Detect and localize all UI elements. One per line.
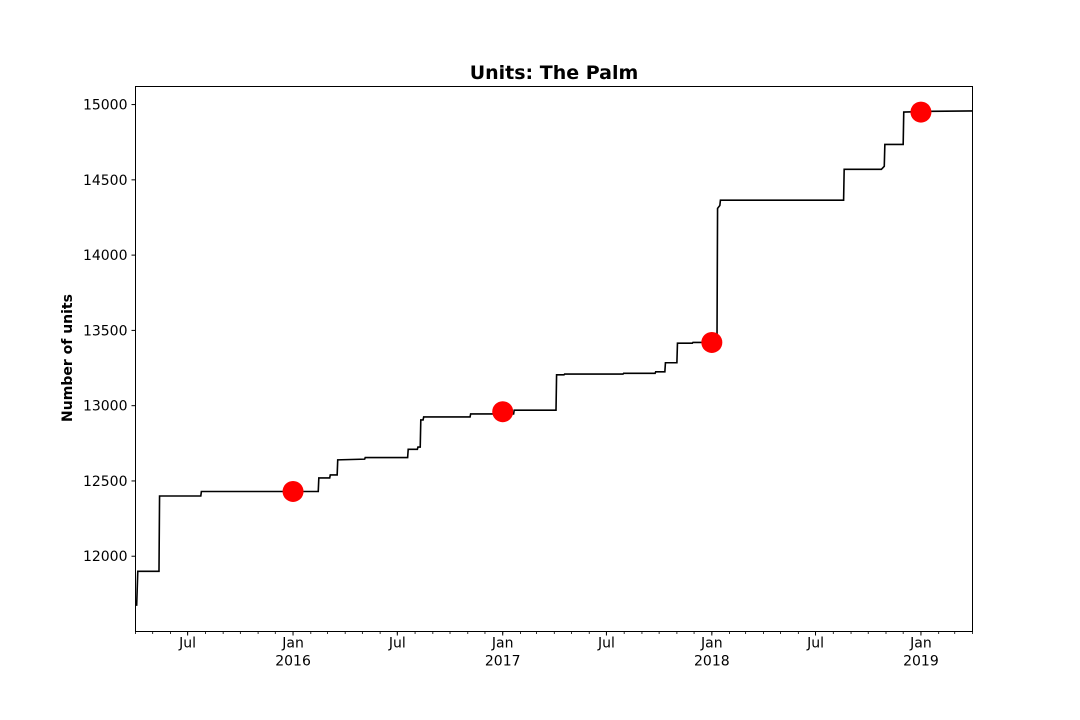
x-tick-label-2017-01-01: Jan [491, 636, 514, 652]
plot-area [135, 101, 973, 606]
marker-point-1 [282, 480, 304, 502]
chart-title: Units: The Palm [470, 62, 639, 84]
x-tick-label-2017-07-01: Jul [597, 636, 615, 652]
y-tick-label-14000: 14000 [83, 248, 128, 264]
x-tick-label-2019-01-01: Jan [909, 636, 932, 652]
x-tick-label-2018-07-01: Jul [806, 636, 824, 652]
x-tick-label-2018-01-01: Jan [700, 636, 723, 652]
marker-point-2 [492, 401, 514, 423]
axes: 12000 12500 13000 13500 14000 14500 15000 Jul Ja… [83, 98, 973, 670]
y-tick-label-15000: 15000 [83, 98, 128, 114]
x-tick-year-2017-01-01: 2017 [485, 654, 521, 670]
y-tick-label-12000: 12000 [83, 549, 128, 565]
x-tick-year-2018-01-01: 2018 [694, 654, 730, 670]
x-tick-label-2016-07-01: Jul [388, 636, 406, 652]
y-tick-label-13000: 13000 [83, 399, 128, 415]
y-tick-label-12500: 12500 [83, 474, 128, 490]
x-tick-label-2016-01-01: Jan [281, 636, 304, 652]
marker-point-4 [910, 101, 932, 123]
x-tick-year-2016-01-01: 2016 [275, 654, 311, 670]
x-tick-year-2019-01-01: 2019 [903, 654, 939, 670]
series-line-1 [135, 110, 973, 606]
y-axis-label: Number of units [60, 294, 76, 422]
x-tick-label-2015-07-01: Jul [178, 636, 196, 652]
marker-point-3 [701, 331, 723, 353]
y-tick-label-14500: 14500 [83, 173, 128, 189]
y-tick-label-13500: 13500 [83, 323, 128, 339]
plot-frame [135, 86, 973, 632]
